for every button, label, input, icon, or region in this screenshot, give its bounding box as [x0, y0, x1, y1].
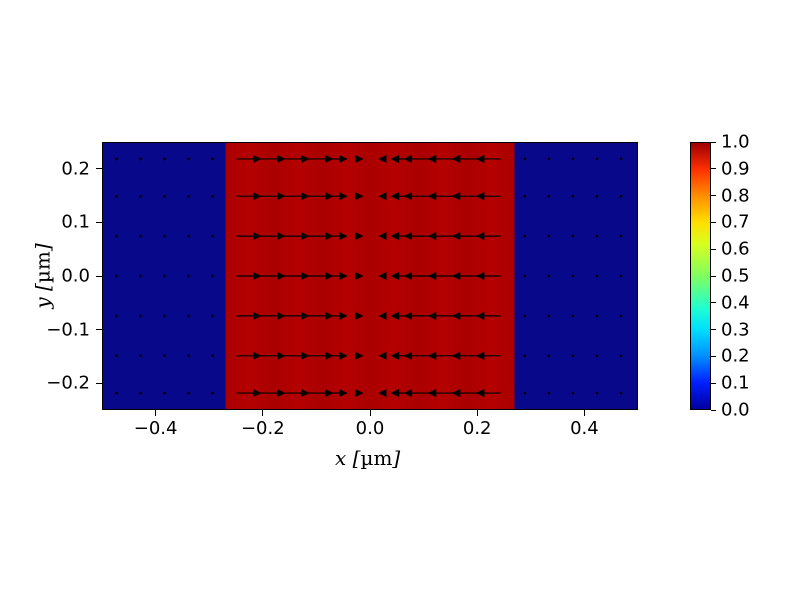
colorbar-tick-label: 0.7	[721, 212, 750, 233]
colorbar-gradient	[691, 143, 710, 409]
colorbar-tick-label: 0.1	[721, 373, 750, 394]
colorbar-tick	[711, 302, 716, 303]
colorbar-tick-label: 1.0	[721, 132, 750, 153]
x-tick	[477, 410, 478, 416]
figure-root: −0.4 −0.2 0.0 0.2 0.4 −0.2 −0.1 0.0 0.1 0.2 x [µm]…	[0, 0, 812, 612]
x-tick	[584, 410, 585, 416]
y-axis-label: y [µm]	[31, 243, 55, 308]
x-tick-label: 0.2	[463, 418, 492, 439]
colorbar-tick	[711, 142, 716, 143]
x-tick-label: 0.0	[356, 418, 385, 439]
colorbar-tick-label: 0.6	[721, 239, 750, 260]
colorbar	[690, 142, 711, 410]
y-tick	[96, 329, 102, 330]
colorbar-tick	[711, 329, 716, 330]
colorbar-tick-label: 0.8	[721, 185, 750, 206]
plot-area	[102, 142, 638, 410]
x-tick	[262, 410, 263, 416]
colorbar-tick	[711, 410, 716, 411]
x-tick	[155, 410, 156, 416]
colorbar-tick-label: 0.2	[721, 346, 750, 367]
y-tick	[96, 222, 102, 223]
colorbar-tick-label: 0.0	[721, 400, 750, 421]
y-tick-label: 0.2	[42, 158, 90, 179]
x-tick	[370, 410, 371, 416]
colorbar-tick-label: 0.5	[721, 266, 750, 287]
colorbar-tick	[711, 168, 716, 169]
x-tick-label: 0.4	[570, 418, 599, 439]
colorbar-tick	[711, 195, 716, 196]
colorbar-tick	[711, 383, 716, 384]
y-tick-label: −0.1	[42, 319, 90, 340]
y-tick	[96, 168, 102, 169]
colorbar-tick-label: 0.4	[721, 292, 750, 313]
y-tick	[96, 276, 102, 277]
colorbar-tick	[711, 222, 716, 223]
y-tick-label: 0.1	[42, 212, 90, 233]
x-axis-label: x [µm]	[335, 446, 400, 470]
y-tick	[96, 383, 102, 384]
colorbar-tick	[711, 356, 716, 357]
x-tick-label: −0.2	[241, 418, 285, 439]
y-tick-label: −0.2	[42, 373, 90, 394]
colorbar-tick	[711, 276, 716, 277]
x-tick-label: −0.4	[134, 418, 178, 439]
colorbar-tick-label: 0.3	[721, 319, 750, 340]
heatmap	[103, 143, 637, 409]
colorbar-tick	[711, 249, 716, 250]
colorbar-tick-label: 0.9	[721, 158, 750, 179]
